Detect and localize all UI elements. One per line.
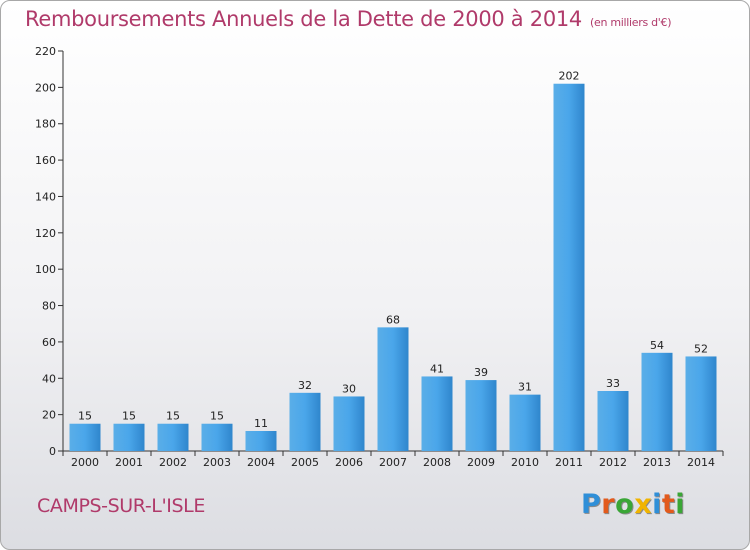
chart-title: Remboursements Annuels de la Dette de 20… xyxy=(25,7,671,31)
bar-value-label: 54 xyxy=(650,339,664,352)
bar-value-label: 15 xyxy=(210,410,224,423)
x-tick-label: 2004 xyxy=(247,456,275,469)
bar xyxy=(113,423,145,451)
logo-letter: i xyxy=(652,489,662,520)
x-tick-label: 2005 xyxy=(291,456,319,469)
bar xyxy=(69,423,101,451)
logo-letter: r xyxy=(601,489,616,520)
y-tick-label: 200 xyxy=(35,81,56,94)
bar-value-label: 15 xyxy=(78,410,92,423)
axes: 0 20 40 60 80 100 120 140 160 180 200 220 2000 2001 20… xyxy=(35,45,724,469)
bar xyxy=(377,327,409,451)
logo-letter: P xyxy=(581,489,602,520)
bar-value-label: 39 xyxy=(474,366,488,379)
chart-unit: (en milliers d'€) xyxy=(590,16,672,29)
bar xyxy=(421,376,453,451)
bar-value-label: 33 xyxy=(606,377,620,390)
x-tick-label: 2000 xyxy=(71,456,99,469)
x-tick-label: 2014 xyxy=(687,456,715,469)
x-tick-label: 2013 xyxy=(643,456,671,469)
proxiti-logo: Proxiti xyxy=(581,489,685,520)
bars: 15 15 15 15 11 32 30 68 41 39 31 202 33 54 52 xyxy=(69,70,717,452)
bar-value-label: 52 xyxy=(694,342,708,355)
commune-name: CAMPS-SUR-L'ISLE xyxy=(37,495,205,517)
bar-value-label: 11 xyxy=(254,417,268,430)
x-tick-label: 2006 xyxy=(335,456,363,469)
y-tick-label: 120 xyxy=(35,227,56,240)
bar xyxy=(685,356,717,451)
bar-value-label: 30 xyxy=(342,382,356,395)
x-tick-label: 2003 xyxy=(203,456,231,469)
x-tick-label: 2010 xyxy=(511,456,539,469)
y-tick-label: 100 xyxy=(35,263,56,276)
y-tick-label: 160 xyxy=(35,154,56,167)
bar xyxy=(597,391,629,451)
bar xyxy=(289,392,321,451)
bar xyxy=(333,396,365,451)
logo-letter: o xyxy=(615,489,635,520)
y-tick-label: 220 xyxy=(35,45,56,58)
logo-letter: t xyxy=(661,489,676,520)
x-tick-label: 2008 xyxy=(423,456,451,469)
y-tick-label: 180 xyxy=(35,118,56,131)
bar-value-label: 41 xyxy=(430,362,444,375)
x-tick-label: 2001 xyxy=(115,456,143,469)
bar xyxy=(553,83,585,452)
logo-letter: x xyxy=(634,489,653,520)
bar-value-label: 15 xyxy=(122,410,136,423)
bar xyxy=(157,423,189,451)
bar xyxy=(465,380,497,451)
bar xyxy=(201,423,233,451)
logo-letter: i xyxy=(675,489,686,520)
x-tick-label: 2012 xyxy=(599,456,627,469)
bar xyxy=(641,352,673,451)
bar xyxy=(509,394,541,451)
chart-title-text: Remboursements Annuels de la Dette de 20… xyxy=(25,7,582,31)
y-tick-label: 0 xyxy=(49,445,56,458)
y-tick-label: 80 xyxy=(42,300,56,313)
bar xyxy=(245,431,277,451)
bar-value-label: 15 xyxy=(166,410,180,423)
y-tick-label: 140 xyxy=(35,190,56,203)
y-tick-label: 60 xyxy=(42,336,56,349)
y-tick-label: 20 xyxy=(42,409,56,422)
bar-value-label: 202 xyxy=(559,70,580,83)
x-tick-label: 2007 xyxy=(379,456,407,469)
x-tick-label: 2009 xyxy=(467,456,495,469)
bar-value-label: 31 xyxy=(518,381,532,394)
x-tick-label: 2011 xyxy=(555,456,583,469)
bar-value-label: 68 xyxy=(386,313,400,326)
y-tick-label: 40 xyxy=(42,372,56,385)
bar-value-label: 32 xyxy=(298,379,312,392)
x-tick-label: 2002 xyxy=(159,456,187,469)
